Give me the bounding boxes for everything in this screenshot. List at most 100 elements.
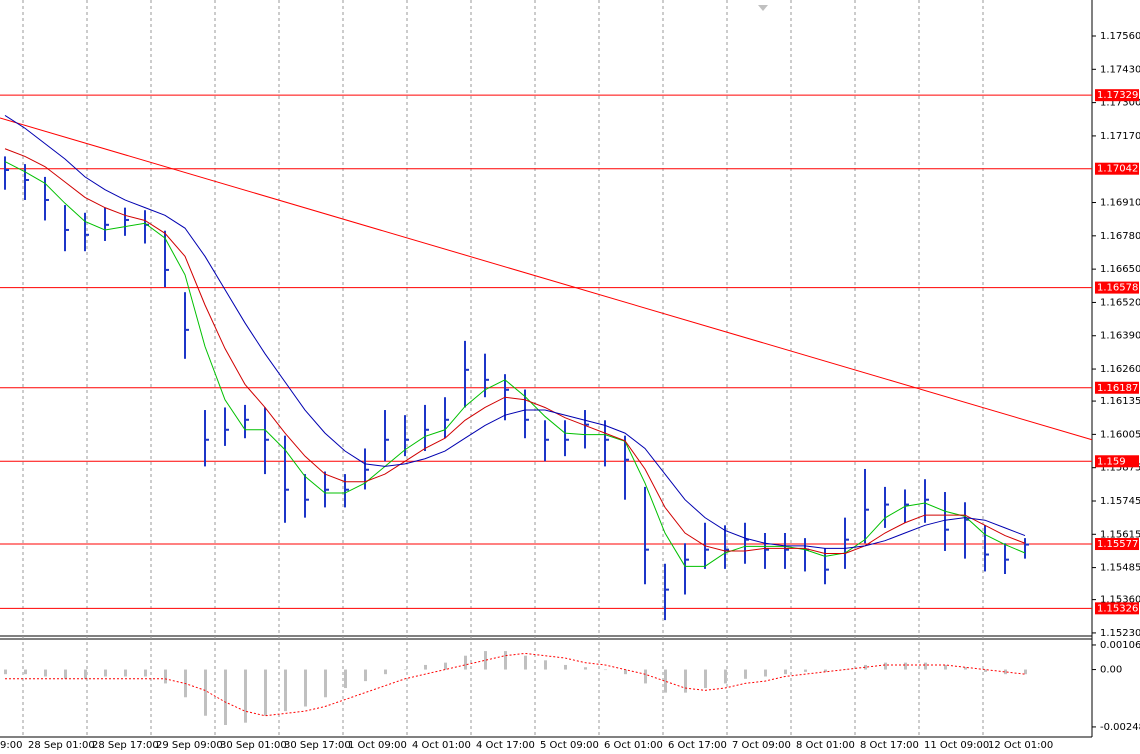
y-tick-label: 1.15615 <box>1100 529 1140 540</box>
x-tick-label: 6 Oct 17:00 <box>668 740 727 751</box>
level-label: 1.17042 <box>1097 164 1138 175</box>
x-tick-label: 28 Sep 01:00 <box>28 740 95 751</box>
histogram-bar <box>1024 669 1027 675</box>
histogram-bar <box>44 669 47 677</box>
histogram-bar <box>164 669 167 684</box>
x-tick-label: 30 Sep 17:00 <box>284 740 351 751</box>
y-tick-label: 1.16780 <box>1100 231 1140 242</box>
shift-marker <box>758 5 768 11</box>
x-tick-label: 6 Oct 01:00 <box>604 740 663 751</box>
histogram-bar <box>104 669 107 677</box>
histogram-bar <box>904 662 907 670</box>
level-label-bg <box>1095 455 1139 468</box>
y-tick-label: 1.17300 <box>1100 98 1140 109</box>
histogram-bar <box>764 669 767 677</box>
moving-average <box>4 148 1026 555</box>
histogram-bar <box>64 669 67 679</box>
y-tick-label: 1.17560 <box>1100 31 1140 42</box>
histogram-bar <box>604 669 607 671</box>
histogram-bar <box>824 669 827 672</box>
y-tick-label: 1.15485 <box>1100 563 1140 574</box>
level-label: 1.17329 <box>1097 90 1138 101</box>
x-tick-label: 1 Oct 09:00 <box>348 740 407 751</box>
x-tick-label: 11 Oct 09:00 <box>924 740 989 751</box>
histogram-bar <box>284 669 287 712</box>
x-tick-label: 8 Oct 17:00 <box>860 740 919 751</box>
histogram-bar <box>1004 669 1007 675</box>
level-label-bg <box>1095 162 1139 175</box>
histogram-bar <box>444 662 447 670</box>
y-tick-label: 1.15875 <box>1100 463 1140 474</box>
level-label-bg <box>1095 89 1139 102</box>
x-tick-label: 5 Oct 09:00 <box>540 740 599 751</box>
histogram-bar <box>84 669 87 679</box>
y-tick-label: 1.16650 <box>1100 264 1140 275</box>
histogram-bar <box>724 669 727 684</box>
y-tick-label: 1.15745 <box>1100 496 1140 507</box>
level-label: 1.15577 <box>1097 539 1138 550</box>
trendline <box>0 117 1093 441</box>
x-tick-label: 9:00 <box>0 740 22 751</box>
x-tick-label: 4 Oct 17:00 <box>476 740 535 751</box>
level-label-bg <box>1095 538 1139 551</box>
histogram-bar <box>564 664 567 670</box>
y-tick-label: 1.15360 <box>1100 595 1140 606</box>
x-tick-label: 28 Sep 17:00 <box>92 740 159 751</box>
histogram-bar <box>424 664 427 670</box>
level-label-bg <box>1095 602 1139 615</box>
histogram-bar <box>464 655 467 670</box>
level-label: 1.15326 <box>1097 603 1138 614</box>
level-label: 1.16187 <box>1097 383 1138 394</box>
histogram-bar <box>4 669 7 675</box>
x-tick-label: 29 Sep 09:00 <box>156 740 223 751</box>
signal-line <box>5 652 1026 717</box>
level-label: 1.16578 <box>1097 283 1138 294</box>
moving-average <box>4 114 1026 549</box>
y-tick-label: 1.17430 <box>1100 64 1140 75</box>
moving-average <box>4 161 1026 567</box>
y-tick-label: 1.16520 <box>1100 297 1140 308</box>
histogram-bar <box>264 669 267 716</box>
histogram-bar <box>944 664 947 670</box>
histogram-bar <box>644 669 647 684</box>
histogram-bar <box>744 669 747 679</box>
y-tick-label: 1.16390 <box>1100 331 1140 342</box>
x-tick-label: 4 Oct 01:00 <box>412 740 471 751</box>
histogram-bar <box>664 669 667 693</box>
histogram-bar <box>864 664 867 670</box>
level-label: 1.159 <box>1097 456 1126 467</box>
histogram-bar <box>224 669 227 725</box>
histogram-bar <box>524 655 527 670</box>
histogram-bar <box>504 651 507 670</box>
x-tick-label: 30 Sep 01:00 <box>220 740 287 751</box>
histogram-bar <box>684 669 687 693</box>
level-label-bg <box>1095 381 1139 394</box>
y-tick-label: 1.15230 <box>1100 628 1140 639</box>
histogram-bar <box>984 669 987 672</box>
y-tick-label: 1.16260 <box>1100 364 1140 375</box>
histogram-bar <box>124 669 127 677</box>
y-tick-label: -0.002484 <box>1100 722 1140 733</box>
histogram-bar <box>324 669 327 698</box>
histogram-bar <box>144 669 147 677</box>
histogram-bar <box>304 669 307 707</box>
histogram-bar <box>384 669 387 675</box>
y-tick-label: 1.17170 <box>1100 131 1140 142</box>
y-tick-label: 1.16910 <box>1100 198 1140 209</box>
histogram-bar <box>544 660 547 670</box>
histogram-bar <box>584 667 587 670</box>
histogram-bar <box>924 662 927 670</box>
x-tick-label: 7 Oct 09:00 <box>732 740 791 751</box>
histogram-bar <box>964 667 967 670</box>
y-tick-label: 0.00 <box>1100 665 1122 676</box>
histogram-bar <box>244 669 247 723</box>
histogram-bar <box>624 669 627 675</box>
histogram-bar <box>24 669 27 675</box>
histogram-bar <box>344 669 347 689</box>
histogram-bar <box>404 669 407 671</box>
x-tick-label: 12 Oct 01:00 <box>988 740 1053 751</box>
y-tick-label: 0.001065 <box>1100 640 1140 651</box>
histogram-bar <box>204 669 207 716</box>
